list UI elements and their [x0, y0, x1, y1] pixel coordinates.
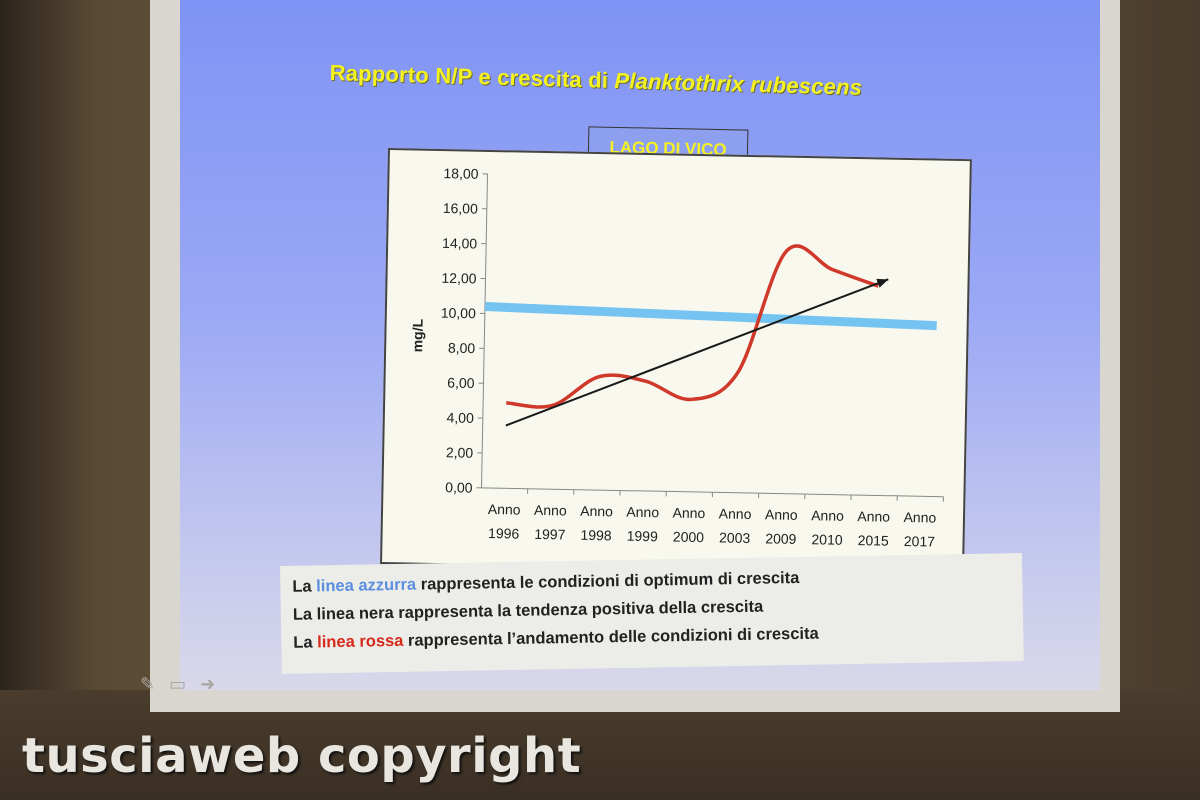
x-tick-label: 2009 [765, 530, 797, 547]
window-icon[interactable]: ▭ [169, 674, 187, 694]
legend-line-black: La linea nera rappresenta la tendenza po… [292, 597, 764, 624]
line-chart: 0,00 2,00 4,00 6,00 8,00 10,00 12,00 14,00 16,00… [409, 165, 944, 550]
y-tick-label: 6,00 [447, 375, 475, 392]
x-tick-label: Anno [811, 507, 844, 524]
x-tick-label: 2015 [858, 532, 890, 549]
slide-toolbar: ✎ ▭ ➜ [140, 674, 215, 695]
series-blue-line [484, 301, 937, 331]
y-tick-label: 18,00 [443, 165, 479, 182]
legend-text: rappresenta le condizioni di optimum di … [416, 568, 800, 594]
x-tick-label: Anno [719, 505, 752, 522]
x-tick-label: 2000 [673, 529, 705, 546]
x-tick-label: 1999 [627, 528, 659, 545]
x-tick-label: 2017 [904, 533, 936, 550]
x-tick-label: Anno [626, 504, 659, 521]
chart-area: 0,00 2,00 4,00 6,00 8,00 10,00 12,00 14,00 16,00… [380, 148, 972, 576]
arrow-right-icon[interactable]: ➜ [200, 674, 216, 694]
x-tick-label: Anno [765, 506, 798, 523]
trend-arrowhead [876, 278, 889, 288]
y-tick-label: 12,00 [441, 270, 477, 287]
x-tick-label: Anno [903, 509, 936, 526]
x-tick-label: Anno [488, 501, 521, 518]
y-axis [480, 173, 489, 488]
x-tick-label: Anno [534, 502, 567, 519]
legend-box: La linea azzurra rappresenta le condizio… [280, 553, 1024, 674]
legend-text: rappresenta l’andamento delle condizioni… [403, 624, 819, 650]
y-tick-label: 8,00 [448, 340, 476, 357]
x-tick-label: Anno [580, 503, 613, 520]
y-tick-label: 0,00 [445, 479, 473, 496]
y-tick-label: 2,00 [446, 444, 474, 461]
x-tick-label: Anno [672, 505, 705, 522]
legend-text: La [293, 633, 318, 652]
y-tick-label: 10,00 [441, 305, 477, 322]
x-tick-label: 1998 [580, 527, 612, 544]
y-axis-label: mg/L [409, 318, 426, 352]
legend-text: La [292, 577, 317, 596]
y-tick-label: 16,00 [443, 200, 479, 217]
watermark: tusciaweb copyright [22, 728, 582, 784]
series-red-curve [506, 244, 879, 409]
legend-blue-word: linea azzurra [316, 575, 417, 596]
pen-icon[interactable]: ✎ [140, 674, 156, 694]
x-tick-label: 1997 [534, 526, 566, 543]
legend-line-blue: La linea azzurra rappresenta le condizio… [292, 569, 799, 597]
legend-line-red: La linea rossa rappresenta l’andamento d… [293, 625, 819, 653]
series-black-trend [505, 278, 889, 427]
x-tick-label: 2003 [719, 529, 751, 546]
x-tick-label: 2010 [811, 531, 843, 548]
y-tick-label: 4,00 [446, 409, 474, 426]
y-tick-label: 14,00 [442, 235, 478, 252]
legend-red-word: linea rossa [317, 631, 404, 652]
x-tick-label: Anno [857, 508, 890, 525]
x-tick-label: 1996 [488, 525, 520, 542]
